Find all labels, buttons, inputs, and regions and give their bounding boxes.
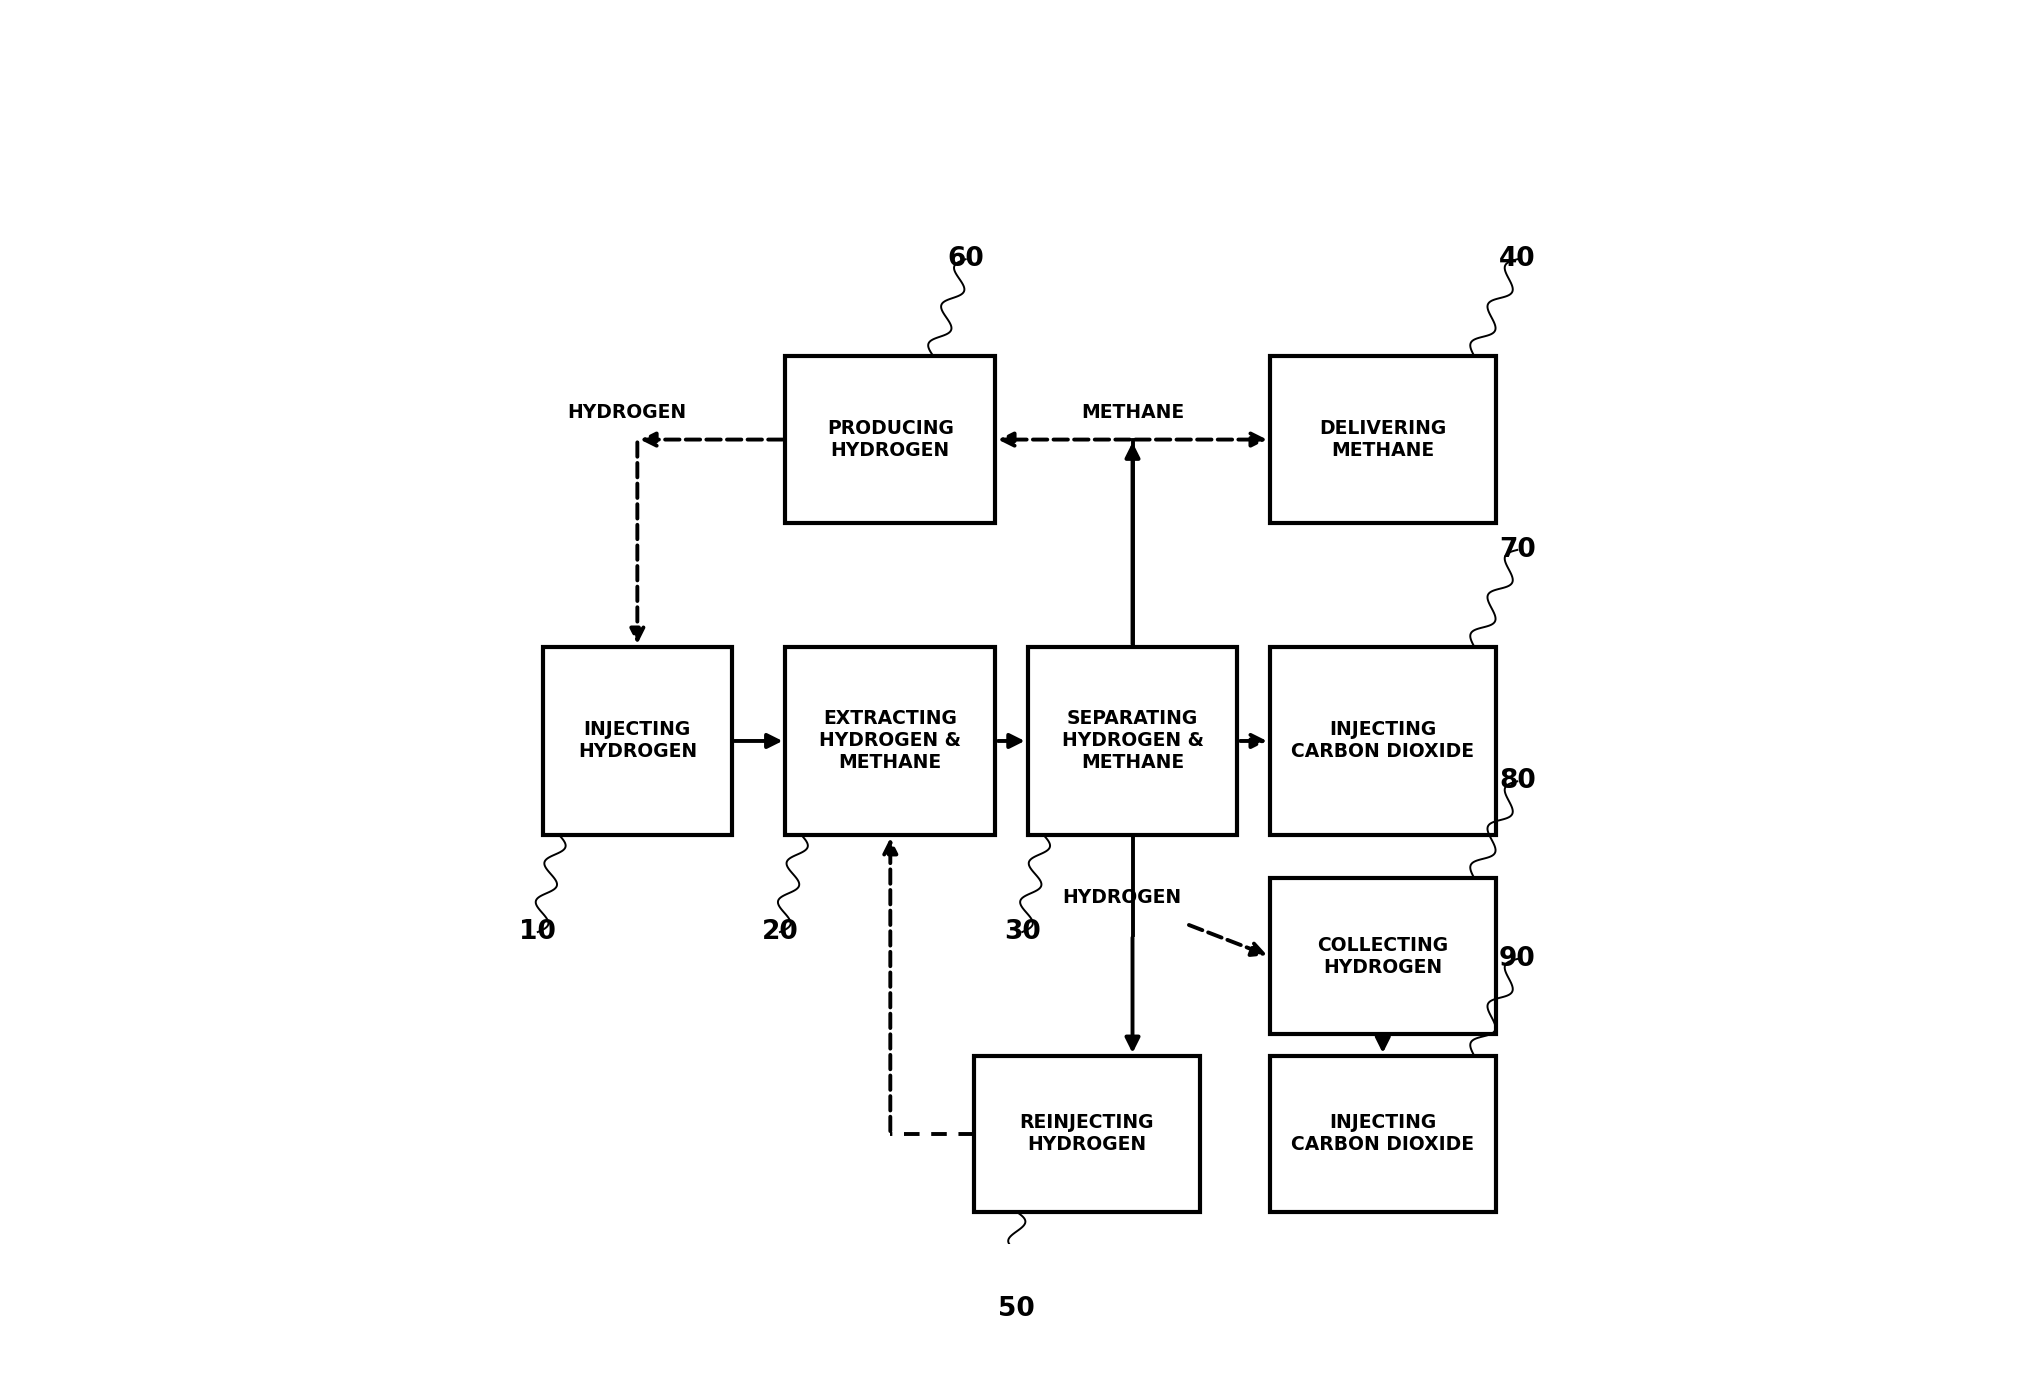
Bar	[1270, 647, 1495, 835]
Text: HYDROGEN: HYDROGEN	[567, 403, 687, 422]
Text: 60: 60	[948, 246, 985, 273]
Text: EXTRACTING
HYDROGEN &
METHANE: EXTRACTING HYDROGEN & METHANE	[819, 709, 960, 773]
Bar	[1270, 356, 1495, 523]
Bar	[975, 1055, 1199, 1212]
Text: 70: 70	[1499, 537, 1536, 563]
Bar	[1027, 647, 1238, 835]
Text: SEPARATING
HYDROGEN &
METHANE: SEPARATING HYDROGEN & METHANE	[1062, 709, 1203, 773]
Bar	[543, 647, 731, 835]
Bar	[1270, 1055, 1495, 1212]
Text: COLLECTING
HYDROGEN: COLLECTING HYDROGEN	[1317, 935, 1449, 977]
Text: 10: 10	[519, 918, 557, 945]
Text: 50: 50	[999, 1296, 1035, 1321]
Text: 90: 90	[1499, 946, 1536, 972]
Bar	[786, 647, 995, 835]
Text: INJECTING
HYDROGEN: INJECTING HYDROGEN	[577, 720, 697, 762]
Text: 30: 30	[1003, 918, 1041, 945]
Text: 20: 20	[762, 918, 798, 945]
Text: 40: 40	[1499, 246, 1536, 273]
Text: INJECTING
CARBON DIOXIDE: INJECTING CARBON DIOXIDE	[1291, 1113, 1475, 1155]
Bar	[786, 356, 995, 523]
Text: DELIVERING
METHANE: DELIVERING METHANE	[1319, 419, 1447, 460]
Text: 80: 80	[1499, 769, 1536, 794]
Text: REINJECTING
HYDROGEN: REINJECTING HYDROGEN	[1019, 1113, 1155, 1155]
Bar	[1270, 878, 1495, 1035]
Text: PRODUCING
HYDROGEN: PRODUCING HYDROGEN	[827, 419, 954, 460]
Text: METHANE: METHANE	[1082, 403, 1183, 422]
Text: INJECTING
CARBON DIOXIDE: INJECTING CARBON DIOXIDE	[1291, 720, 1475, 762]
Text: HYDROGEN: HYDROGEN	[1062, 888, 1181, 906]
